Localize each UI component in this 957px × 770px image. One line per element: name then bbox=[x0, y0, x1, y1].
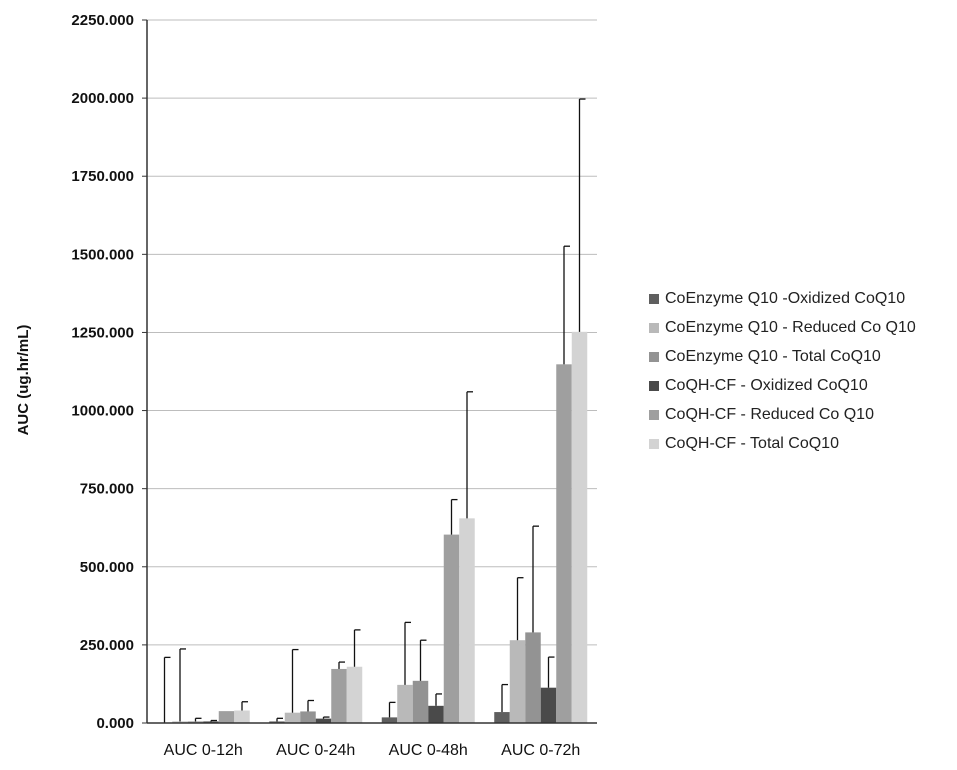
legend-label: CoEnzyme Q10 - Total CoQ10 bbox=[665, 347, 881, 365]
bar bbox=[284, 712, 301, 723]
bar bbox=[172, 721, 188, 723]
legend-item: CoEnzyme Q10 -Oxidized CoQ10 bbox=[649, 284, 916, 313]
y-tick-label: 1500.000 bbox=[71, 246, 134, 263]
bar bbox=[571, 331, 588, 723]
bar bbox=[234, 710, 250, 723]
bar bbox=[346, 666, 363, 723]
legend-label: CoEnzyme Q10 - Reduced Co Q10 bbox=[665, 318, 916, 336]
legend-swatch bbox=[649, 293, 659, 304]
bar bbox=[203, 721, 219, 723]
bar bbox=[556, 364, 572, 723]
bar bbox=[428, 705, 444, 723]
legend-label: CoEnzyme Q10 -Oxidized CoQ10 bbox=[665, 289, 906, 307]
y-tick-label: 2250.000 bbox=[71, 12, 134, 29]
legend-item: CoEnzyme Q10 - Reduced Co Q10 bbox=[649, 313, 916, 342]
y-tick-label: 500.000 bbox=[80, 559, 134, 576]
y-tick-labels: 0.000 250.000 500.000 750.000 1000.000 1250.0… bbox=[71, 12, 134, 732]
bar bbox=[412, 680, 429, 723]
legend-swatch bbox=[649, 322, 659, 333]
legend-label: CoQH-CF - Oxidized CoQ10 bbox=[665, 376, 868, 394]
y-tick-label: 250.000 bbox=[80, 637, 134, 654]
gridlines bbox=[147, 19, 597, 646]
legend-item: CoQH-CF - Reduced Co Q10 bbox=[649, 400, 916, 429]
axes bbox=[142, 19, 597, 724]
legend-item: CoQH-CF - Total CoQ10 bbox=[649, 429, 916, 458]
y-axis-label: AUC (ug.hr/mL) bbox=[15, 325, 32, 436]
x-tick-label: AUC 0-72h bbox=[501, 742, 580, 759]
legend-swatch bbox=[649, 351, 659, 362]
legend-item: CoEnzyme Q10 - Total CoQ10 bbox=[649, 342, 916, 371]
bar bbox=[300, 711, 316, 723]
x-tick-labels: AUC 0-12h AUC 0-24h AUC 0-48h AUC 0-72h bbox=[164, 742, 581, 759]
bar bbox=[218, 711, 235, 723]
bar bbox=[459, 518, 475, 723]
y-tick-label: 0.000 bbox=[96, 715, 134, 732]
legend-label: CoQH-CF - Total CoQ10 bbox=[665, 434, 839, 452]
y-tick-label: 1750.000 bbox=[71, 168, 134, 185]
legend-swatch bbox=[649, 409, 659, 420]
legend-swatch bbox=[649, 380, 659, 391]
bar bbox=[269, 721, 285, 723]
bars bbox=[172, 331, 588, 723]
bar bbox=[315, 718, 332, 723]
legend-swatch bbox=[649, 438, 659, 449]
x-tick-label: AUC 0-12h bbox=[164, 742, 243, 759]
legend: CoEnzyme Q10 -Oxidized CoQ10 CoEnzyme Q10… bbox=[649, 284, 916, 458]
legend-label: CoQH-CF - Reduced Co Q10 bbox=[665, 405, 874, 423]
x-tick-label: AUC 0-24h bbox=[276, 742, 355, 759]
bar bbox=[525, 632, 541, 723]
bar bbox=[443, 534, 460, 723]
y-tick-label: 1250.000 bbox=[71, 324, 134, 341]
error-bars bbox=[163, 98, 586, 723]
bar bbox=[540, 687, 557, 723]
bar bbox=[509, 640, 526, 723]
bar bbox=[331, 668, 347, 723]
bar bbox=[187, 721, 204, 723]
y-tick-label: 2000.000 bbox=[71, 90, 134, 107]
x-tick-label: AUC 0-48h bbox=[389, 742, 468, 759]
bar bbox=[397, 684, 413, 723]
y-tick-label: 750.000 bbox=[80, 481, 134, 498]
bar bbox=[381, 717, 398, 723]
y-tick-label: 1000.000 bbox=[71, 403, 134, 420]
legend-item: CoQH-CF - Oxidized CoQ10 bbox=[649, 371, 916, 400]
bar bbox=[494, 712, 510, 723]
